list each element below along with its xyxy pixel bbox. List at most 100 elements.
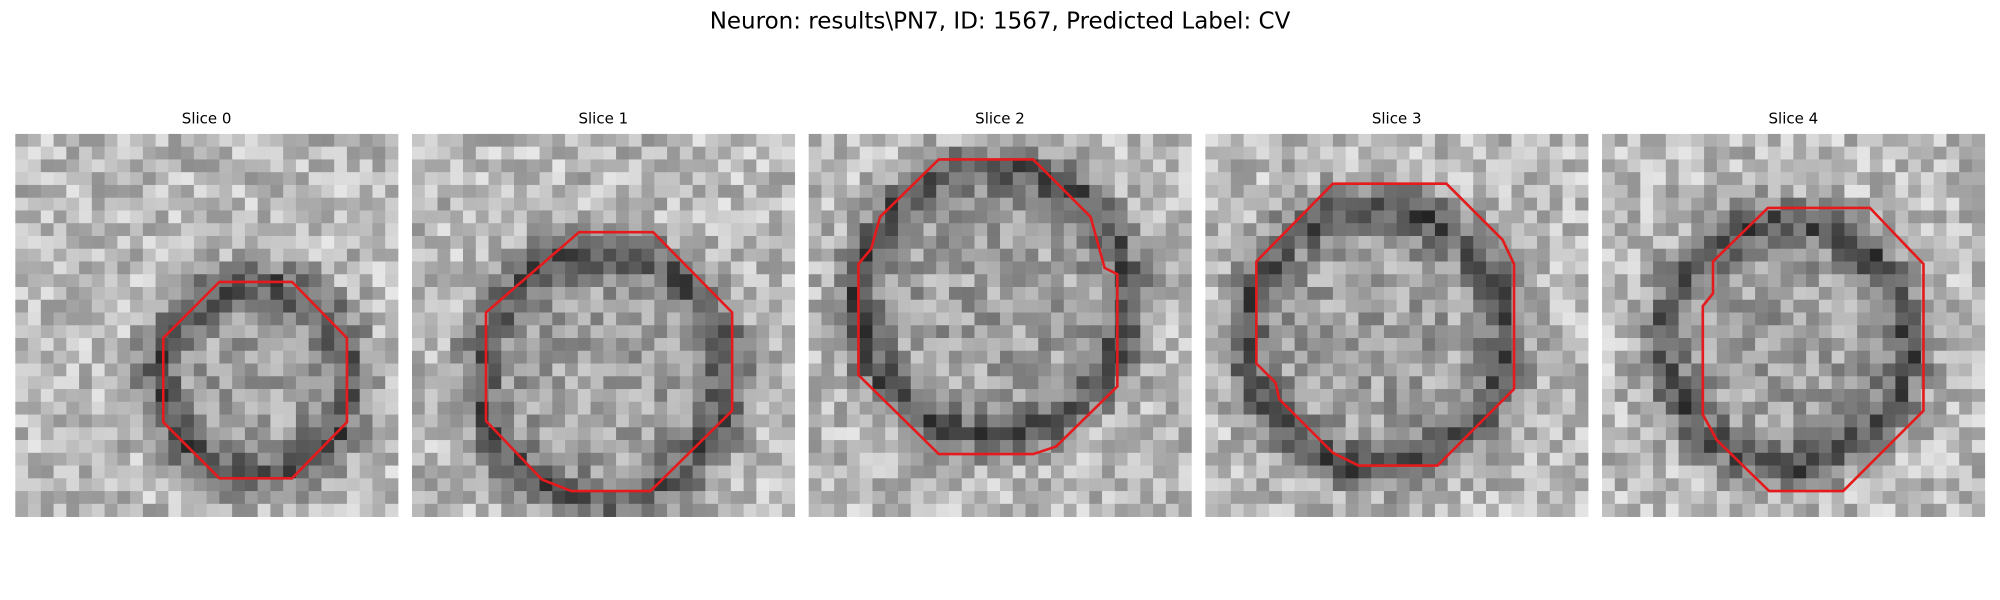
pixel — [53, 172, 67, 186]
pixel — [1678, 197, 1692, 211]
pixel — [1076, 338, 1090, 352]
pixel — [1665, 389, 1679, 403]
pixel — [411, 491, 426, 505]
pixel — [974, 452, 988, 466]
pixel — [1767, 401, 1782, 415]
pixel — [295, 338, 310, 352]
pixel — [1345, 286, 1359, 301]
pixel — [1704, 401, 1718, 415]
pixel — [295, 465, 310, 479]
pixel — [15, 401, 29, 415]
pixel — [1755, 503, 1769, 517]
pixel — [1920, 133, 1935, 148]
pixel — [411, 286, 426, 301]
pixel — [1818, 414, 1833, 428]
pixel — [1409, 223, 1423, 237]
pixel — [756, 197, 770, 211]
pixel — [372, 146, 386, 160]
pixel — [1243, 440, 1257, 454]
image-panel — [808, 133, 1192, 517]
pixel — [679, 427, 694, 441]
pixel — [1716, 146, 1730, 160]
pixel — [987, 452, 1001, 466]
pixel — [372, 350, 386, 364]
pixel — [1205, 274, 1219, 288]
pixel — [730, 248, 745, 262]
pixel — [552, 465, 566, 479]
pixel — [1089, 184, 1103, 199]
pixel — [1716, 465, 1730, 479]
pixel — [756, 414, 770, 428]
pixel — [181, 452, 195, 466]
pixel — [1575, 133, 1589, 148]
pixel — [1409, 452, 1423, 466]
pixel — [1549, 172, 1563, 186]
pixel — [104, 440, 118, 454]
pixel — [79, 146, 93, 160]
pixel — [1742, 491, 1756, 505]
pixel — [1575, 376, 1589, 390]
pixel — [79, 465, 93, 479]
pixel — [1946, 210, 1960, 224]
pixel — [411, 159, 426, 173]
pixel — [193, 363, 208, 377]
pixel — [1422, 503, 1436, 517]
pixel — [923, 503, 937, 517]
pixel — [1307, 210, 1321, 224]
pixel — [756, 503, 770, 517]
pixel — [1793, 376, 1807, 390]
pixel — [859, 312, 873, 326]
pixel — [577, 325, 591, 339]
pixel — [1127, 465, 1141, 479]
pixel — [488, 312, 502, 326]
pixel — [756, 363, 770, 377]
pixel — [1882, 325, 1896, 339]
pixel — [1882, 133, 1896, 148]
pixel — [219, 376, 233, 390]
pixel — [781, 363, 796, 377]
pixel — [1640, 452, 1654, 466]
pixel — [1678, 478, 1692, 492]
pixel — [117, 286, 131, 301]
pixel — [1755, 452, 1769, 466]
pixel — [270, 197, 284, 211]
pixel — [1434, 274, 1449, 288]
pixel — [514, 427, 528, 441]
pixel — [1627, 261, 1641, 275]
pixel — [781, 235, 796, 250]
pixel — [1051, 159, 1065, 173]
pixel — [411, 223, 426, 237]
pixel — [1818, 478, 1833, 492]
pixel — [1691, 338, 1705, 352]
pixel — [667, 465, 681, 479]
pixel — [270, 376, 284, 390]
pixel — [168, 491, 182, 505]
pixel — [1243, 389, 1257, 403]
pixel — [79, 172, 93, 186]
pixel — [1460, 248, 1474, 262]
pixel — [308, 503, 322, 517]
pixel — [181, 427, 195, 441]
pixel — [463, 478, 477, 492]
pixel — [846, 478, 861, 492]
pixel — [1371, 491, 1385, 505]
pixel — [1038, 325, 1052, 339]
pixel — [1498, 261, 1512, 275]
pixel — [834, 401, 848, 415]
pixel — [1691, 184, 1705, 199]
pixel — [411, 376, 426, 390]
pixel — [53, 197, 67, 211]
pixel — [1716, 133, 1730, 148]
pixel — [1409, 465, 1423, 479]
pixel — [142, 427, 157, 441]
pixel — [936, 452, 950, 466]
pixel — [79, 299, 93, 313]
pixel — [1882, 274, 1896, 288]
pixel — [577, 363, 591, 377]
pixel — [897, 478, 912, 492]
pixel — [756, 325, 770, 339]
pixel — [1818, 440, 1833, 454]
pixel — [923, 338, 937, 352]
pixel — [526, 286, 540, 301]
pixel — [885, 274, 899, 288]
